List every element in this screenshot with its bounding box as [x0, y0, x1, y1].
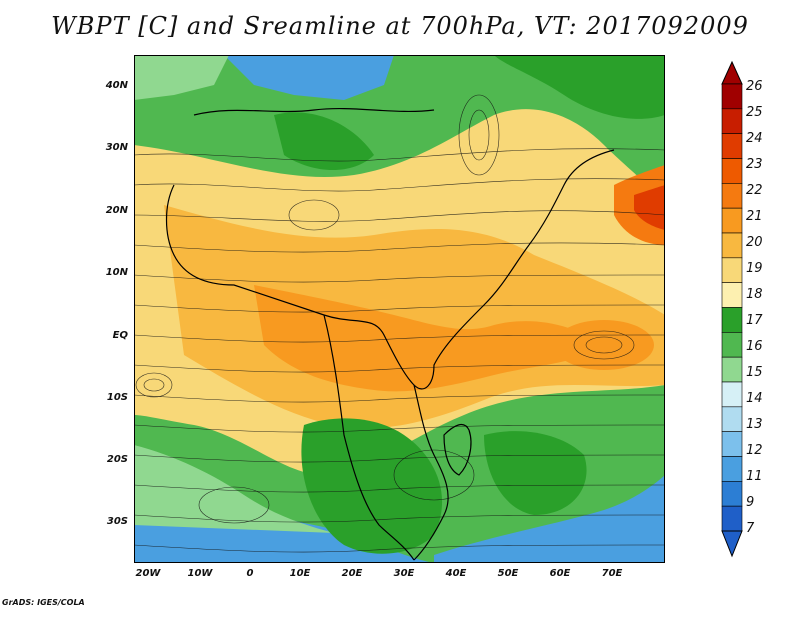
colorbar [721, 60, 743, 558]
grads-credit: GrADS: IGES/COLA [2, 598, 85, 607]
lat-label-30s: 30S [106, 516, 128, 527]
colorbar-box [721, 232, 743, 259]
colorbar-box [721, 356, 743, 383]
colorbar-label-21: 21 [746, 209, 763, 224]
mediterranean-coast [193, 107, 435, 116]
lon-label-30e: 30E [393, 568, 415, 579]
colorbar-label-13: 13 [746, 417, 763, 432]
colorbar-label-24: 24 [746, 131, 763, 146]
colorbar-label-12: 12 [746, 443, 763, 458]
colorbar-label-9: 9 [746, 495, 755, 510]
colorbar-box [721, 381, 743, 408]
colorbar-box [721, 158, 743, 184]
colorbar-box [721, 207, 743, 234]
lat-label-20n: 20N [105, 205, 128, 216]
colorbar-bottom-arrow [721, 530, 743, 558]
colorbar-box [721, 505, 743, 532]
colorbar-label-18: 18 [746, 287, 763, 302]
warm-region-orange [164, 205, 665, 429]
colorbar-label-7: 7 [746, 521, 755, 536]
colorbar-box [721, 481, 743, 507]
colorbar-box [721, 133, 743, 159]
coastlines [165, 107, 615, 561]
map-canvas [134, 55, 665, 563]
map-panel [134, 55, 665, 563]
lon-label-20e: 20E [341, 568, 363, 579]
colorbar-label-16: 16 [746, 339, 763, 354]
lat-label-10n: 10N [105, 267, 128, 278]
cool-region-north [224, 55, 394, 100]
colorbar-label-22: 22 [746, 183, 763, 198]
madagascar [443, 423, 472, 476]
colorbar-label-20: 20 [746, 235, 763, 250]
light-band-south [134, 445, 334, 533]
map-title: WBPT [C] and Sreamline at 700hPa, VT: 20… [51, 12, 749, 40]
africa-southwest-coast [323, 314, 415, 561]
map-border [134, 55, 665, 563]
lon-label-60e: 60E [549, 568, 571, 579]
colorbar-label-25: 25 [746, 105, 763, 120]
colorbar-label-23: 23 [746, 157, 763, 172]
cool-region-southeast [434, 475, 665, 563]
colorbar-box [721, 282, 743, 308]
hot-region-indian-ocean [554, 320, 654, 370]
lat-label-20s: 20S [106, 454, 128, 465]
colorbar-top-arrow [721, 60, 743, 85]
colorbar-box [721, 332, 743, 358]
colorbar-box [721, 456, 743, 482]
light-green-region-nw [134, 55, 229, 100]
colorbar-box [721, 431, 743, 457]
arabia-coast [528, 149, 615, 246]
lon-label-10e: 10E [289, 568, 311, 579]
colorbar-label-11: 11 [746, 469, 763, 484]
colorbar-box [721, 257, 743, 283]
colorbar-label-17: 17 [746, 313, 763, 328]
streamlines [134, 94, 665, 553]
lat-label-eq: EQ [112, 330, 128, 341]
green-region-madagascar-east [484, 431, 587, 515]
colorbar-label-15: 15 [746, 365, 763, 380]
lon-label-0: 0 [246, 568, 254, 579]
lon-label-10w: 10W [187, 568, 213, 579]
lon-label-20w: 20W [135, 568, 161, 579]
lon-label-40e: 40E [445, 568, 467, 579]
lat-label-10s: 10S [106, 392, 128, 403]
green-region-southern-africa [301, 418, 443, 554]
africa-east-coast [413, 384, 449, 561]
lon-label-70e: 70E [601, 568, 623, 579]
colorbar-label-19: 19 [746, 261, 763, 276]
green-region-northeast [494, 55, 665, 119]
hottest-region [634, 185, 665, 230]
colorbar-box [721, 108, 743, 134]
africa-west-coast [165, 184, 530, 390]
colorbar-label-26: 26 [746, 79, 763, 94]
colorbar-boxes [721, 83, 743, 532]
colorbar-label-14: 14 [746, 391, 763, 406]
green-region-europe [274, 112, 374, 170]
lat-label-40n: 40N [105, 80, 128, 91]
colorbar-box [721, 83, 743, 110]
lat-label-30n: 30N [105, 142, 128, 153]
colorbar-box [721, 307, 743, 333]
colorbar-box [721, 183, 743, 209]
lon-label-50e: 50E [497, 568, 519, 579]
colorbar-box [721, 406, 743, 432]
